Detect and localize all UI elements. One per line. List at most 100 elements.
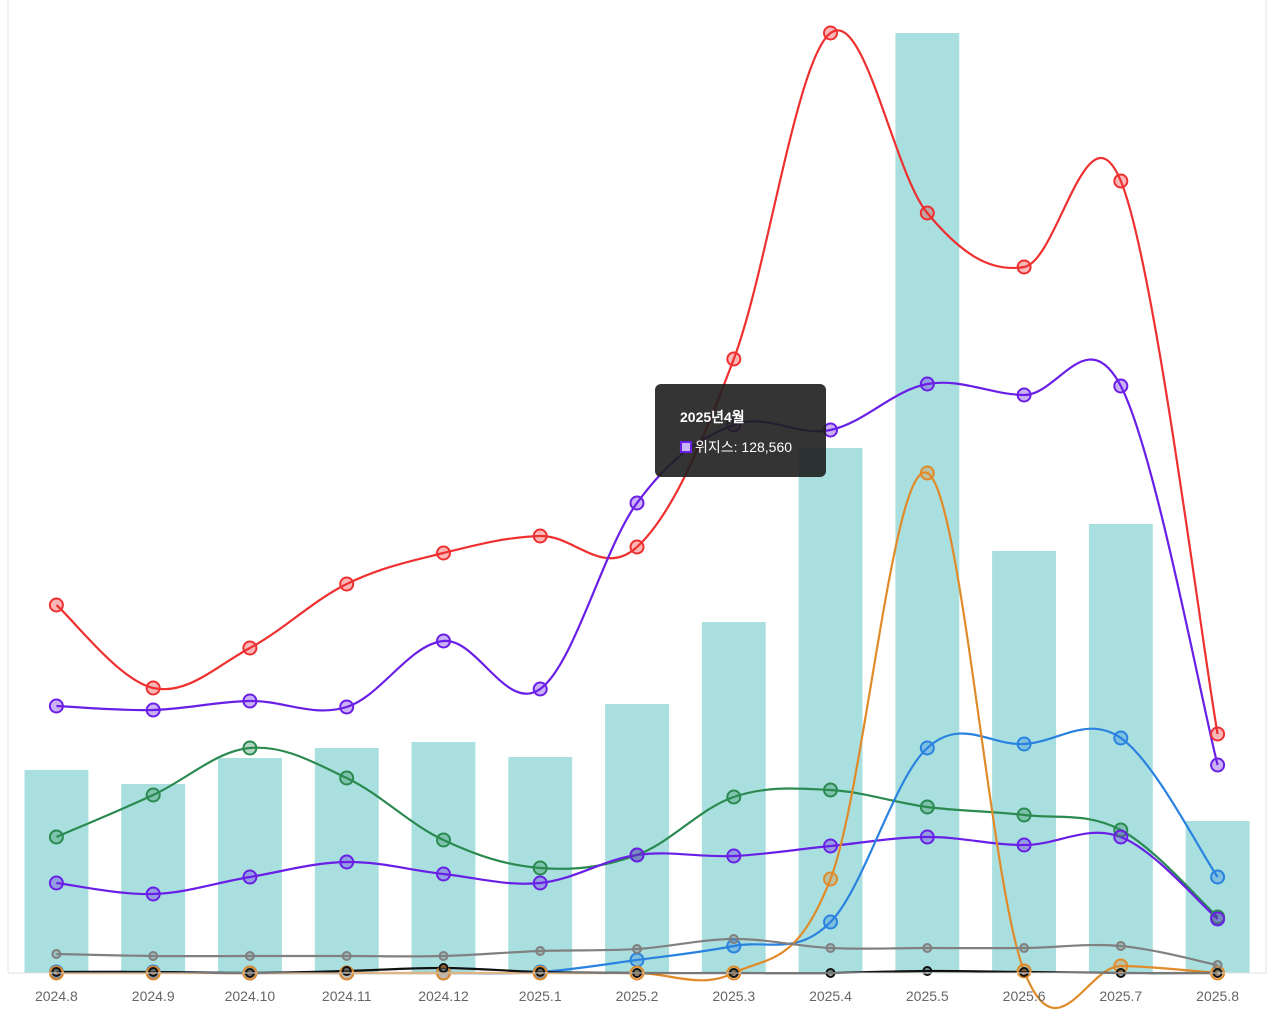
x-tick-label-2025.2: 2025.2 <box>616 988 659 1004</box>
series-6-point-2025.8[interactable] <box>1212 960 1223 970</box>
series-3-point-2025.5[interactable] <box>919 829 935 845</box>
series-3-point-2024.12[interactable] <box>436 866 451 882</box>
series-6-point-2024.8[interactable] <box>51 949 62 959</box>
bar-2024.8[interactable] <box>24 770 89 973</box>
series-1-point-2025.2[interactable] <box>629 495 645 511</box>
series-0-point-2025.7[interactable] <box>1113 173 1129 189</box>
x-tick-labels: 2024.8 2024.9 2024.10 2024.11 2024.12 2025.1 2… <box>35 988 1239 1004</box>
series-4-point-2025.4[interactable] <box>823 914 838 930</box>
series-6-point-2025.6[interactable] <box>1019 943 1030 953</box>
series-3-point-2024.10[interactable] <box>242 869 258 885</box>
bar-2024.12[interactable] <box>411 742 476 973</box>
series-3-point-2024.11[interactable] <box>339 854 355 870</box>
series-0-point-2025.6[interactable] <box>1016 259 1032 275</box>
series-3-point-2025.8[interactable] <box>1210 911 1226 927</box>
series-0-point-2025.3[interactable] <box>726 351 742 367</box>
series-0-point-2024.10[interactable] <box>242 640 258 656</box>
series-4-point-2025.8[interactable] <box>1210 869 1226 885</box>
bar-2025.4[interactable] <box>798 448 863 973</box>
series-6-point-2024.12[interactable] <box>438 951 449 961</box>
bar-2025.2[interactable] <box>605 704 669 973</box>
series-4-point-2025.2[interactable] <box>629 952 645 968</box>
series-3-point-2025.2[interactable] <box>629 847 645 863</box>
series-7-point-2024.12[interactable] <box>438 963 449 973</box>
series-3-point-2025.7[interactable] <box>1113 829 1129 845</box>
series-6-point-2025.4[interactable] <box>825 943 836 953</box>
series-7-point-2024.11[interactable] <box>341 966 352 976</box>
series-7-point-2025.6[interactable] <box>1019 967 1030 977</box>
series-1-point-2024.11[interactable] <box>339 699 355 715</box>
series-2-point-2025.5[interactable] <box>919 799 935 815</box>
series-2-point-2024.11[interactable] <box>339 770 355 786</box>
series-2-point-2025.6[interactable] <box>1016 807 1032 823</box>
series-6-point-2024.9[interactable] <box>148 951 159 961</box>
series-7-point-2024.9[interactable] <box>148 967 159 977</box>
series-4-point-2025.7[interactable] <box>1113 730 1129 746</box>
series-6-point-2025.7[interactable] <box>1115 941 1126 951</box>
series-2-point-2024.8[interactable] <box>48 829 64 845</box>
series-1-point-2024.8[interactable] <box>48 698 64 714</box>
series-0-point-2024.8[interactable] <box>48 597 64 613</box>
series-6-point-2024.10[interactable] <box>244 951 255 961</box>
bar-2024.11[interactable] <box>314 748 379 973</box>
series-4-point-2025.6[interactable] <box>1016 736 1032 752</box>
series-1-point-2024.12[interactable] <box>436 633 451 649</box>
series-7-point-2024.8[interactable] <box>51 967 62 977</box>
chart-tooltip: 2025년4월 위지스: 128,560 <box>655 384 826 477</box>
series-2-point-2025.3[interactable] <box>726 789 742 805</box>
series-3-point-2025.6[interactable] <box>1016 837 1032 853</box>
series-1-point-2025.5[interactable] <box>919 376 935 392</box>
series-0-point-2025.8[interactable] <box>1210 726 1226 742</box>
tooltip-swatch <box>680 441 692 453</box>
series-7-point-2025.5[interactable] <box>922 966 933 976</box>
series-0-point-2024.9[interactable] <box>145 680 161 696</box>
tooltip-row: 위지스: 128,560 <box>680 437 826 457</box>
series-1-point-2025.8[interactable] <box>1210 757 1226 773</box>
series-2-point-2024.10[interactable] <box>242 740 258 756</box>
x-tick-label-2024.8: 2024.8 <box>35 988 78 1004</box>
series-3-point-2024.8[interactable] <box>48 875 64 891</box>
series-0-point-2025.2[interactable] <box>629 539 645 555</box>
series-3-point-2024.9[interactable] <box>145 886 161 902</box>
x-tick-label-2025.8: 2025.8 <box>1196 988 1239 1004</box>
bar-2025.7[interactable] <box>1088 524 1153 973</box>
series-6-point-2025.3[interactable] <box>728 934 739 944</box>
series-1-point-2024.10[interactable] <box>242 693 258 709</box>
bar-2024.10[interactable] <box>218 758 282 973</box>
series-5-point-2025.4[interactable] <box>823 871 838 887</box>
series-2-point-2024.9[interactable] <box>145 787 161 803</box>
series-3-point-2025.3[interactable] <box>726 848 742 864</box>
series-1-point-2025.6[interactable] <box>1016 387 1032 403</box>
x-tick-label-2024.12: 2024.12 <box>418 988 469 1004</box>
bar-2024.9[interactable] <box>121 784 186 973</box>
series-6-point-2024.11[interactable] <box>341 951 352 961</box>
series-1-point-2025.7[interactable] <box>1113 378 1129 394</box>
series-0-point-2024.12[interactable] <box>436 545 451 561</box>
series-2-point-2025.4[interactable] <box>823 782 838 798</box>
tooltip-title: 2025년4월 <box>680 409 745 425</box>
series-6-point-2025.1[interactable] <box>535 946 546 956</box>
series-1-point-2024.9[interactable] <box>145 702 161 718</box>
series-3-point-2025.4[interactable] <box>823 838 838 854</box>
series-2-point-2024.12[interactable] <box>436 832 451 848</box>
series-2-point-2025.1[interactable] <box>532 860 548 876</box>
series-6-point-2025.5[interactable] <box>922 943 933 953</box>
series-line-0 <box>55 29 1219 735</box>
series-0-point-2025.1[interactable] <box>532 528 548 544</box>
series-7-point-2025.1[interactable] <box>535 967 546 977</box>
series-3-point-2025.1[interactable] <box>532 875 548 891</box>
x-tick-label-2024.10: 2024.10 <box>225 988 276 1004</box>
series-0-point-2024.11[interactable] <box>339 576 355 592</box>
x-tick-label-2024.11: 2024.11 <box>322 988 372 1004</box>
series-5-point-2025.5[interactable] <box>919 465 935 481</box>
series-4-point-2025.5[interactable] <box>919 740 935 756</box>
series-6-point-2025.2[interactable] <box>632 944 642 954</box>
series-0-point-2025.5[interactable] <box>919 205 935 221</box>
series-1-point-2025.1[interactable] <box>532 681 548 697</box>
series-0-point-2025.4[interactable] <box>823 25 838 41</box>
x-tick-label-2025.1: 2025.1 <box>519 988 562 1004</box>
bar-2025.6[interactable] <box>992 551 1056 973</box>
x-tick-label-2024.9: 2024.9 <box>132 988 175 1004</box>
x-tick-label-2025.6: 2025.6 <box>1003 988 1046 1004</box>
x-tick-label-2025.4: 2025.4 <box>809 988 852 1004</box>
